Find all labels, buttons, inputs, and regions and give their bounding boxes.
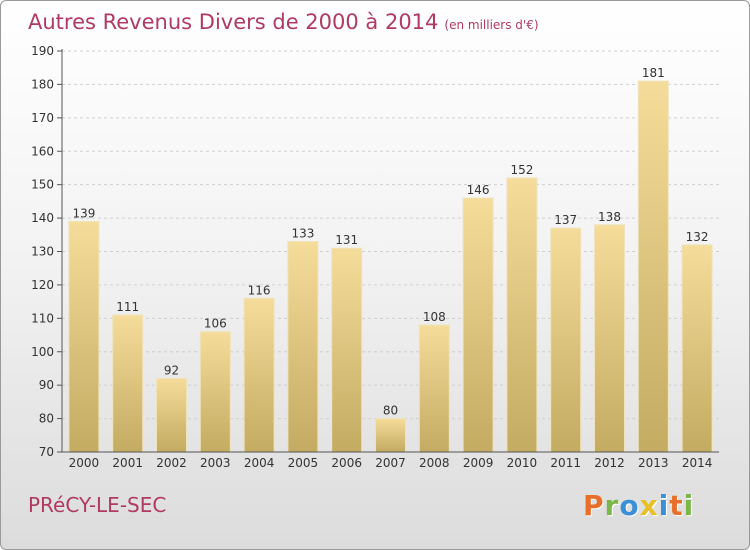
logo-letter: i	[658, 489, 670, 522]
logo-letter: t	[669, 489, 684, 522]
x-tick-label: 2004	[244, 456, 275, 470]
bar-2011	[550, 227, 582, 453]
bars: 139 111 92 106 116 133 131 80 108 146 152 137 138 181…	[68, 66, 713, 453]
x-tick-label: 2008	[419, 456, 450, 470]
x-tick-label: 2013	[638, 456, 669, 470]
y-tick-label: 190	[31, 44, 54, 58]
chart-subtitle: (en milliers d'€)	[444, 18, 539, 32]
x-tick-label: 2007	[375, 456, 406, 470]
logo-letter: r	[604, 489, 620, 522]
data-label: 80	[383, 404, 398, 418]
y-tick-label: 180	[31, 77, 54, 91]
x-tick-label: 2000	[69, 456, 100, 470]
bar-2013	[637, 80, 669, 453]
data-label: 132	[686, 230, 709, 244]
x-tick-label: 2014	[682, 456, 713, 470]
bar-2000	[68, 220, 100, 453]
y-axis: 70 80 90 100 110 120 130 140 150 160 170 180 190	[31, 44, 63, 459]
town-name: PRéCY-LE-SEC	[28, 493, 167, 517]
x-tick-label: 2002	[156, 456, 187, 470]
title-text: Autres Revenus Divers de 2000 à 2014	[28, 10, 439, 34]
bar-2007	[375, 418, 406, 453]
data-label: 108	[423, 310, 446, 324]
y-tick-label: 140	[31, 211, 54, 225]
x-tick-label: 2003	[200, 456, 231, 470]
y-tick-label: 130	[31, 245, 54, 259]
data-label: 133	[291, 226, 314, 240]
y-tick-label: 160	[31, 144, 54, 158]
y-tick-label: 150	[31, 178, 54, 192]
x-tick-label: 2010	[507, 456, 538, 470]
bar-2006	[331, 247, 363, 453]
bar-2005	[287, 240, 319, 453]
y-tick-label: 90	[39, 378, 54, 392]
x-tick-label: 2005	[288, 456, 319, 470]
bar-2001	[112, 314, 144, 453]
bar-2009	[462, 197, 494, 453]
y-tick-label: 100	[31, 345, 54, 359]
logo-letter: o	[619, 489, 640, 522]
bar-2003	[199, 331, 231, 453]
x-tick-label: 2012	[594, 456, 625, 470]
data-label: 111	[116, 300, 139, 314]
x-tick-label: 2001	[112, 456, 143, 470]
bar-2002	[156, 377, 187, 453]
y-tick-label: 80	[39, 412, 54, 426]
data-label: 106	[204, 317, 227, 331]
x-tick-label: 2009	[463, 456, 494, 470]
data-label: 139	[72, 206, 95, 220]
data-label: 181	[642, 66, 665, 80]
data-label: 131	[335, 233, 358, 247]
y-tick-label: 70	[39, 445, 54, 459]
data-label: 137	[554, 213, 577, 227]
logo-letter: P	[583, 489, 605, 522]
data-label: 152	[510, 163, 533, 177]
proxiti-logo: Proxiti	[583, 489, 694, 522]
chart-title: Autres Revenus Divers de 2000 à 2014 (en …	[28, 10, 539, 34]
y-tick-label: 120	[31, 278, 54, 292]
logo-letter: i	[683, 489, 695, 522]
y-tick-label: 110	[31, 311, 54, 325]
x-tick-label: 2006	[331, 456, 362, 470]
bar-2012	[594, 224, 625, 453]
data-label: 138	[598, 210, 621, 224]
bar-2010	[506, 177, 538, 453]
logo-letter: x	[639, 489, 659, 522]
x-tick-label: 2011	[550, 456, 581, 470]
bar-2014	[681, 244, 713, 453]
bar-2008	[418, 324, 450, 453]
x-axis: 2000 2001 2002 2003 2004 2005 2006 2007 2008 2009…	[62, 451, 719, 470]
data-label: 146	[467, 183, 490, 197]
y-tick-label: 170	[31, 111, 54, 125]
data-label: 116	[248, 283, 271, 297]
data-label: 92	[164, 363, 179, 377]
bar-2004	[243, 297, 275, 453]
